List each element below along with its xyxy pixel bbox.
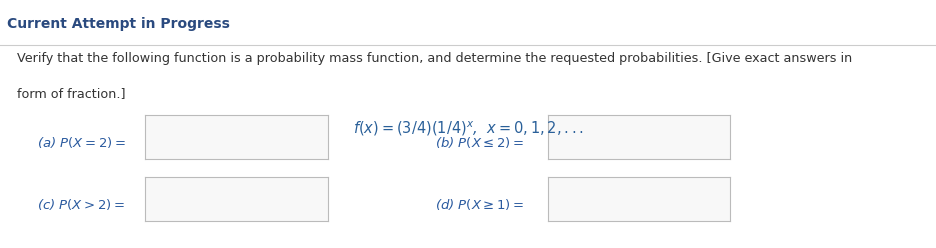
Text: form of fraction.]: form of fraction.] xyxy=(17,87,125,100)
Text: Current Attempt in Progress: Current Attempt in Progress xyxy=(7,17,230,31)
Text: Verify that the following function is a probability mass function, and determine: Verify that the following function is a … xyxy=(17,52,852,65)
Text: (b) $P(X \leq 2) =$: (b) $P(X \leq 2) =$ xyxy=(435,135,524,150)
Text: (c) $P(X > 2) =$: (c) $P(X > 2) =$ xyxy=(37,197,125,212)
Text: (a) $P(X = 2) =$: (a) $P(X = 2) =$ xyxy=(37,135,126,150)
Text: (d) $P(X \geq 1) =$: (d) $P(X \geq 1) =$ xyxy=(435,197,524,212)
Text: $f(x) = (3/4)(1/4)^x$,  $x = 0,1,2,...$: $f(x) = (3/4)(1/4)^x$, $x = 0,1,2,...$ xyxy=(353,119,583,138)
